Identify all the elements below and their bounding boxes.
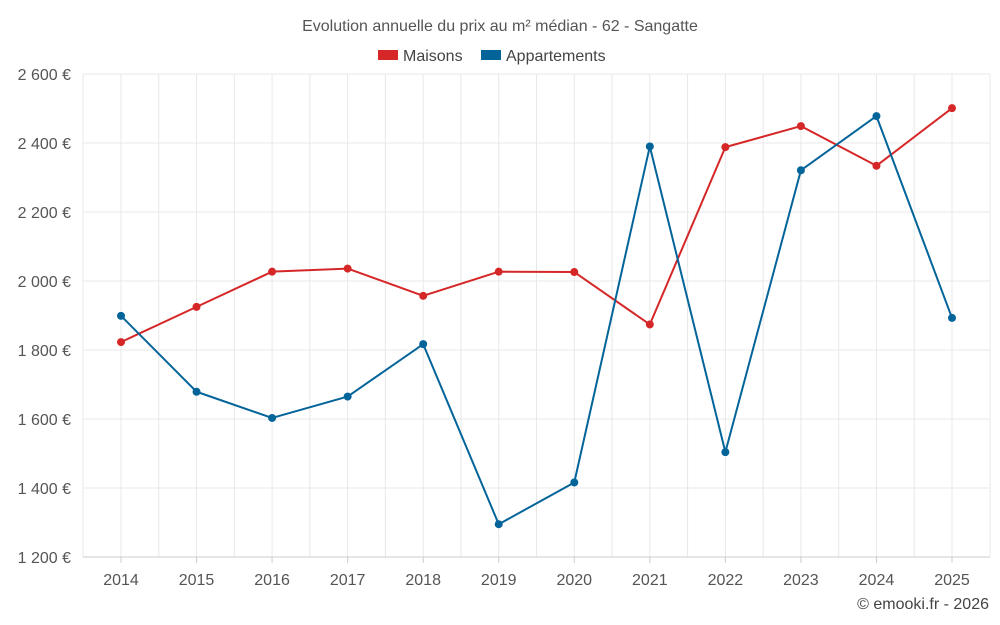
x-tick-label: 2018	[405, 572, 441, 589]
y-tick-label: 2 200 €	[18, 205, 71, 222]
legend-swatch-maisons	[378, 50, 398, 60]
data-point-appartements[interactable]	[494, 520, 503, 529]
data-point-appartements[interactable]	[721, 448, 730, 457]
data-point-maisons[interactable]	[645, 320, 654, 329]
data-point-appartements[interactable]	[268, 413, 277, 422]
data-point-maisons[interactable]	[268, 267, 277, 276]
legend-label-maisons: Maisons	[403, 48, 463, 65]
y-tick-label: 1 800 €	[18, 343, 71, 360]
y-tick-label: 2 400 €	[18, 136, 71, 153]
x-tick-label: 2024	[859, 572, 895, 589]
series	[117, 104, 956, 529]
y-tick-label: 2 000 €	[18, 274, 71, 291]
data-point-maisons[interactable]	[872, 161, 881, 170]
x-tick-label: 2017	[330, 572, 366, 589]
grid	[82, 73, 991, 558]
data-point-maisons[interactable]	[948, 104, 956, 113]
data-point-maisons[interactable]	[494, 267, 503, 276]
data-point-appartements[interactable]	[343, 392, 352, 401]
data-point-maisons[interactable]	[721, 143, 730, 152]
legend-item-maisons[interactable]: Maisons	[378, 48, 463, 65]
data-point-maisons[interactable]	[419, 291, 428, 300]
legend: Maisons Appartements	[378, 48, 606, 65]
legend-label-appartements: Appartements	[506, 48, 606, 65]
x-tick-label: 2014	[103, 572, 139, 589]
series-maisons	[117, 104, 956, 347]
data-point-appartements[interactable]	[192, 387, 201, 396]
data-point-appartements[interactable]	[117, 311, 125, 320]
data-point-maisons[interactable]	[192, 302, 201, 311]
y-tick-label: 2 600 €	[18, 67, 71, 84]
data-point-maisons[interactable]	[796, 122, 805, 131]
x-tick-label: 2015	[179, 572, 215, 589]
x-tick-label: 2022	[708, 572, 744, 589]
x-tick-label: 2023	[783, 572, 819, 589]
series-line-maisons	[120, 107, 953, 343]
x-tick-label: 2021	[632, 572, 668, 589]
data-point-appartements[interactable]	[872, 112, 881, 121]
data-point-maisons[interactable]	[117, 338, 125, 347]
x-tick-label: 2019	[481, 572, 517, 589]
data-point-appartements[interactable]	[419, 340, 428, 349]
data-point-maisons[interactable]	[343, 264, 352, 273]
data-point-appartements[interactable]	[948, 313, 956, 322]
x-tick-label: 2025	[934, 572, 970, 589]
axes: 1 200 € 1 400 € 1 600 € 1 800 € 2 000 € 2 200…	[18, 67, 990, 589]
chart-title: Evolution annuelle du prix au m² médian …	[302, 18, 698, 35]
legend-swatch-appartements	[481, 50, 501, 60]
data-point-appartements[interactable]	[645, 142, 654, 151]
x-tick-label: 2020	[556, 572, 592, 589]
data-point-appartements[interactable]	[796, 166, 805, 175]
credit-text: © emooki.fr - 2026	[857, 596, 989, 613]
data-point-appartements[interactable]	[570, 478, 579, 487]
legend-item-appartements[interactable]: Appartements	[481, 48, 606, 65]
y-tick-label: 1 200 €	[18, 550, 71, 567]
data-point-maisons[interactable]	[570, 268, 579, 277]
y-tick-label: 1 400 €	[18, 481, 71, 498]
x-tick-label: 2016	[254, 572, 290, 589]
series-line-appartements	[120, 115, 953, 526]
y-tick-label: 1 600 €	[18, 412, 71, 429]
series-appartements	[117, 112, 956, 529]
